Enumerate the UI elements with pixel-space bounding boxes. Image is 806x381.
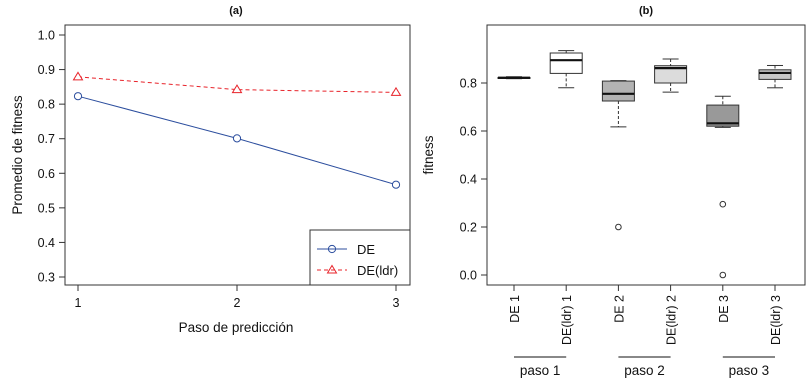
y-tick-label: 0.0 bbox=[460, 269, 477, 283]
y-tick-label: 1.0 bbox=[38, 29, 55, 43]
x-tick-label: DE 1 bbox=[508, 295, 522, 323]
panel-a-x-axis: 1 2 3 bbox=[75, 285, 400, 310]
group-label: paso 1 bbox=[520, 363, 561, 378]
y-tick-label: 0.8 bbox=[460, 77, 477, 91]
panel-a-series bbox=[72, 71, 402, 189]
x-tick-label: DE 2 bbox=[612, 295, 626, 323]
y-tick-label: 0.6 bbox=[460, 125, 477, 139]
y-tick-label: 0.7 bbox=[38, 132, 55, 146]
box bbox=[601, 80, 635, 102]
box bbox=[758, 69, 792, 80]
panel-b-y-axis-label: fitness bbox=[421, 135, 436, 174]
box bbox=[654, 65, 688, 84]
legend-box bbox=[309, 229, 411, 286]
panel-a-legend: DE DE(ldr) bbox=[309, 229, 411, 286]
y-tick-label: 0.2 bbox=[460, 221, 477, 235]
panel-b-y-axis: 0.0 0.2 0.4 0.6 0.8 bbox=[460, 77, 487, 283]
x-tick-label: DE(ldr) 1 bbox=[560, 295, 574, 345]
panel-a-y-axis-label: Promedio de fitness bbox=[10, 95, 25, 215]
y-tick-label: 0.3 bbox=[38, 271, 55, 285]
data-point bbox=[391, 180, 401, 189]
outlier-point bbox=[719, 200, 727, 208]
x-tick-label: 1 bbox=[75, 296, 82, 310]
group-label: paso 3 bbox=[729, 363, 770, 378]
x-tick-label: 2 bbox=[234, 296, 241, 310]
data-point bbox=[73, 92, 83, 101]
panel-b-boxes bbox=[497, 50, 792, 279]
data-point bbox=[232, 134, 242, 143]
x-tick-label: 3 bbox=[393, 296, 400, 310]
panel-a-x-axis-label: Paso de predicción bbox=[179, 320, 294, 335]
x-tick-label: DE 3 bbox=[717, 295, 731, 323]
legend-de-marker bbox=[327, 244, 337, 254]
y-tick-label: 0.6 bbox=[38, 167, 55, 181]
box bbox=[706, 104, 740, 127]
panel-b-groups: paso 1 paso 2 paso 3 bbox=[514, 356, 775, 378]
x-tick-label: DE(ldr) 3 bbox=[769, 295, 783, 345]
outlier-point bbox=[719, 271, 727, 279]
legend-deldr-marker bbox=[326, 264, 338, 274]
y-tick-label: 0.5 bbox=[38, 201, 55, 215]
x-tick-label: DE(ldr) 2 bbox=[665, 295, 679, 345]
outlier-point bbox=[615, 223, 622, 231]
panel-b-x-axis: DE 1 DE(ldr) 1 DE 2 DE(ldr) 2 DE 3 DE(ldr) 3 bbox=[508, 285, 783, 345]
panel-b-plot-frame bbox=[486, 24, 806, 286]
panel-b-title: (b) bbox=[639, 5, 653, 17]
data-point bbox=[72, 71, 84, 81]
panel-a-title: (a) bbox=[229, 5, 243, 17]
y-tick-label: 0.4 bbox=[460, 173, 477, 187]
y-tick-label: 0.4 bbox=[38, 236, 55, 250]
legend-deldr-label: DE(ldr) bbox=[357, 263, 398, 278]
y-tick-label: 0.8 bbox=[38, 98, 55, 112]
box bbox=[549, 52, 583, 74]
panel-a: (a) 0.3 0.4 0.5 0.6 0.7 0.8 0.9 1.0 1 2 3 Paso de… bbox=[10, 5, 411, 335]
y-tick-label: 0.9 bbox=[38, 63, 55, 77]
data-point bbox=[390, 86, 402, 96]
group-label: paso 2 bbox=[624, 363, 665, 378]
legend-de-label: DE bbox=[357, 242, 375, 257]
panel-a-y-axis: 0.3 0.4 0.5 0.6 0.7 0.8 0.9 1.0 bbox=[38, 29, 65, 285]
panel-b: (b) 0.0 0.2 0.4 0.6 0.8 DE 1 DE(ldr) 1 DE 2 DE(… bbox=[421, 5, 806, 378]
data-point bbox=[231, 84, 243, 94]
